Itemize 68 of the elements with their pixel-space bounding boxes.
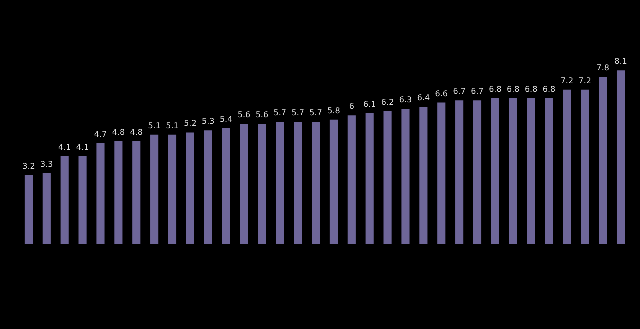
data-label: 7.2 (578, 76, 592, 86)
bar (599, 77, 608, 244)
data-label: 7.8 (596, 64, 610, 73)
bar (473, 100, 482, 244)
bar (96, 143, 105, 244)
data-label: 4.8 (130, 128, 143, 137)
bar (348, 116, 356, 244)
data-label: 5.6 (238, 110, 251, 120)
bar (312, 122, 320, 244)
bar (294, 122, 302, 244)
data-label: 4.1 (76, 142, 90, 152)
bar (509, 98, 518, 244)
bar (258, 124, 266, 244)
data-label: 6.8 (542, 84, 556, 94)
bar (527, 98, 536, 244)
data-label: 5.1 (148, 121, 161, 130)
data-label: 8.1 (614, 57, 628, 66)
data-label: 5.1 (166, 121, 179, 130)
bar (563, 90, 572, 244)
bar (168, 134, 177, 244)
bar (438, 102, 446, 244)
bar (366, 113, 374, 244)
bar (222, 128, 230, 244)
bar (132, 141, 141, 244)
data-label: 5.7 (274, 108, 287, 118)
bar (186, 132, 194, 244)
bar (402, 109, 410, 244)
data-label: 6.8 (507, 84, 520, 94)
bar (24, 176, 34, 244)
data-label: 5.7 (292, 108, 304, 118)
data-label: 7.2 (560, 76, 574, 86)
bar (581, 90, 590, 244)
data-label: 6.6 (435, 89, 448, 98)
data-label: 6.8 (489, 84, 502, 94)
data-label: 5.8 (328, 106, 340, 116)
data-label: 6.4 (417, 94, 430, 103)
bar (545, 98, 554, 244)
data-label: 6.8 (524, 84, 538, 94)
bar (114, 141, 123, 244)
bar (491, 98, 500, 244)
data-label: 5.2 (184, 119, 197, 128)
bar (150, 134, 159, 244)
bar (616, 70, 626, 244)
data-label: 3.3 (40, 160, 54, 169)
data-label: 5.4 (220, 114, 233, 124)
data-label: 4.8 (112, 128, 126, 137)
bar (420, 107, 428, 244)
data-label: 6.3 (399, 96, 412, 105)
bar (240, 124, 248, 244)
data-label: 6.1 (363, 100, 376, 109)
data-label: 6.2 (381, 98, 394, 107)
data-label: 6.7 (453, 87, 466, 96)
bar (456, 100, 464, 244)
bar (384, 111, 392, 244)
data-label: 6.7 (471, 87, 484, 96)
bar (276, 122, 284, 244)
data-label: 4.7 (94, 130, 108, 139)
bar (42, 173, 51, 244)
data-label: 4.1 (58, 142, 72, 152)
data-label: 3.2 (22, 162, 36, 172)
bar (330, 120, 338, 244)
bar (204, 130, 212, 244)
data-label: 5.7 (310, 108, 322, 118)
bar (78, 156, 87, 244)
data-label: 6 (349, 102, 354, 112)
data-label: 5.6 (256, 110, 269, 120)
bar (60, 156, 69, 244)
data-label: 5.3 (202, 117, 215, 126)
